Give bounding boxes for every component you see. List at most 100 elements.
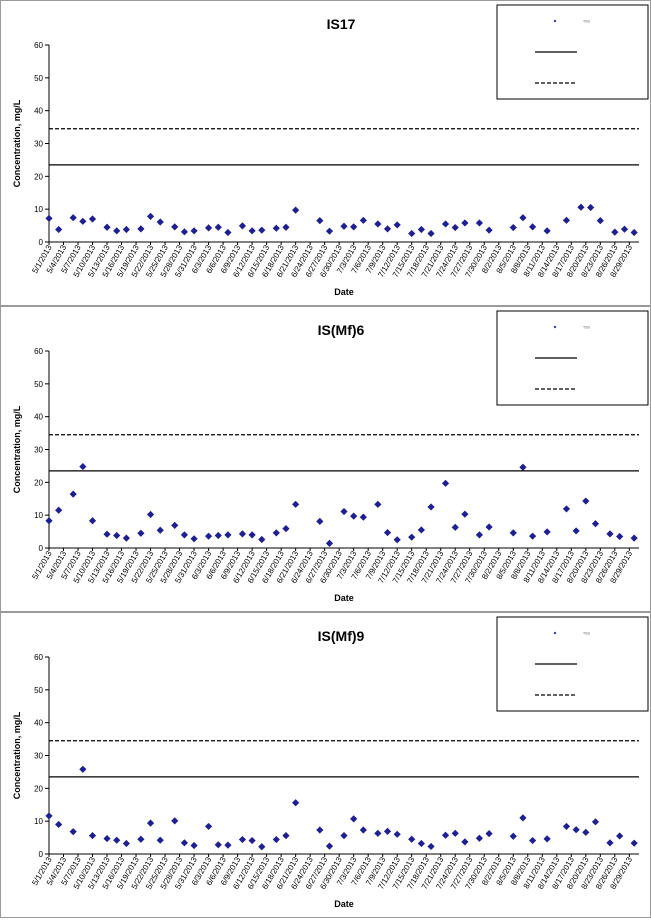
y-tick-label: 20 — [34, 172, 43, 181]
y-tick-label: 50 — [34, 380, 43, 389]
legend-marker — [553, 19, 557, 23]
data-point — [282, 832, 290, 840]
data-point — [113, 531, 121, 540]
data-point — [248, 227, 256, 235]
data-point — [325, 539, 334, 548]
data-point — [69, 828, 77, 836]
data-point — [427, 503, 435, 511]
data-point — [485, 226, 493, 234]
data-point — [582, 497, 590, 505]
data-point — [204, 224, 213, 232]
data-point — [529, 836, 537, 845]
y-tick-label: 0 — [39, 544, 44, 553]
data-point — [258, 843, 266, 851]
data-point — [359, 513, 367, 521]
y-tick-label: 50 — [34, 74, 43, 83]
data-point — [582, 828, 590, 836]
chart-panel-ismf9: IS(Mf)9 0 10 20 30 40 50 60 5/1/2013 5/4/2013 5/7/… — [0, 612, 651, 918]
data-point — [408, 835, 416, 843]
data-point — [103, 223, 111, 231]
y-tick-label: 40 — [34, 107, 43, 116]
data-point — [122, 225, 130, 234]
data-point — [383, 827, 392, 835]
data-point — [146, 819, 155, 827]
x-axis-title: Date — [334, 287, 354, 297]
data-point — [69, 214, 77, 222]
data-point — [441, 220, 450, 228]
data-point — [214, 531, 222, 540]
data-point — [171, 223, 179, 231]
data-point — [272, 835, 280, 844]
data-point — [272, 529, 280, 537]
chart-panel-is17: IS17 0 10 20 30 40 50 60 5/1/2013 5/4/2013 5/7/201… — [0, 0, 651, 306]
data-point — [475, 219, 484, 227]
data-point — [441, 831, 450, 839]
data-point — [562, 822, 571, 831]
data-point — [374, 220, 382, 228]
chart-title: IS(Mf)9 — [318, 628, 365, 644]
data-point — [408, 533, 416, 541]
data-point — [596, 217, 604, 225]
data-point — [543, 227, 551, 235]
data-point — [374, 829, 382, 837]
data-point — [292, 799, 300, 807]
data-point — [238, 835, 247, 844]
data-point — [572, 826, 580, 834]
data-point — [224, 841, 232, 849]
data-point — [427, 229, 435, 238]
data-point — [417, 526, 425, 534]
data-point — [543, 835, 551, 843]
y-tick-label: 20 — [34, 478, 43, 487]
data-point — [258, 226, 266, 234]
data-point — [393, 221, 401, 229]
data-point — [156, 526, 164, 534]
data-point — [137, 529, 145, 537]
legend-label: TSS — [583, 632, 590, 636]
data-point — [45, 812, 53, 820]
data-point — [224, 531, 232, 539]
data-point — [258, 535, 266, 544]
data-point — [383, 528, 392, 537]
data-point — [340, 832, 348, 840]
data-point — [282, 223, 290, 231]
chart-svg-ismf9: IS(Mf)901020304050605/1/20135/4/20135/7/… — [12, 616, 649, 909]
chart-panel-ismf6: IS(Mf)6 0 10 20 30 40 50 60 5/1/2013 5/4/2013 5/7/… — [0, 306, 651, 612]
data-point — [156, 218, 164, 226]
data-point — [88, 517, 97, 525]
y-tick-label: 30 — [34, 140, 43, 149]
y-tick-label: 40 — [34, 413, 43, 422]
data-point — [350, 512, 358, 520]
data-point — [606, 530, 614, 538]
chart-title: IS17 — [327, 16, 356, 32]
data-point — [620, 225, 629, 233]
data-point — [88, 832, 97, 840]
data-point — [591, 520, 600, 528]
data-point — [146, 510, 155, 519]
x-axis-title: Date — [334, 899, 354, 909]
data-point — [238, 222, 247, 230]
data-point — [55, 225, 63, 234]
data-point — [113, 836, 121, 844]
data-point — [171, 521, 179, 529]
y-tick-label: 10 — [34, 817, 43, 826]
data-point — [224, 228, 232, 237]
data-point — [616, 832, 624, 840]
data-point — [180, 531, 189, 539]
y-tick-label: 50 — [34, 686, 43, 695]
data-point — [509, 529, 517, 537]
data-point — [441, 479, 450, 487]
data-point — [190, 227, 198, 235]
data-point — [316, 517, 324, 526]
data-point — [55, 820, 63, 829]
data-point — [238, 530, 247, 538]
data-point — [509, 223, 517, 232]
data-point — [316, 826, 324, 834]
data-point — [156, 836, 164, 844]
data-point — [282, 525, 290, 533]
data-point — [69, 490, 77, 498]
data-point — [103, 530, 111, 538]
y-tick-label: 20 — [34, 784, 43, 793]
data-point — [359, 216, 367, 224]
chart-svg-ismf6: IS(Mf)601020304050605/1/20135/4/20135/7/… — [12, 310, 649, 603]
data-point — [113, 227, 121, 235]
